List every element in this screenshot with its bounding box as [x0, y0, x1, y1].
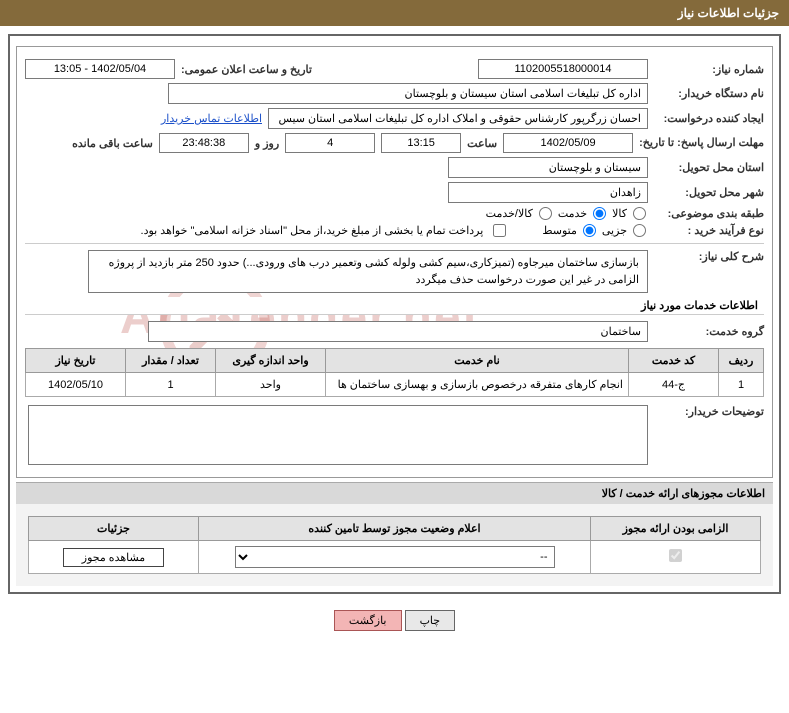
- license-status-cell: --: [199, 541, 591, 574]
- cell-unit: واحد: [216, 373, 326, 397]
- th-qty: تعداد / مقدار: [126, 349, 216, 373]
- service-group-label: گروه خدمت:: [654, 325, 764, 338]
- table-row: 1 ج-44 انجام کارهای متفرقه درخصوص بازساز…: [26, 373, 764, 397]
- need-desc-value: بازسازی ساختمان میرجاوه (تمیزکاری،سیم کش…: [88, 250, 648, 293]
- cell-name: انجام کارهای متفرقه درخصوص بازسازی و بهس…: [326, 373, 629, 397]
- category-goods-label: کالا: [612, 207, 627, 220]
- days-value: 4: [285, 133, 375, 153]
- th-details: جزئیات: [29, 517, 199, 541]
- th-mandatory: الزامی بودن ارائه مجوز: [591, 517, 761, 541]
- license-section-body: الزامی بودن ارائه مجوز اعلام وضعیت مجوز …: [16, 504, 773, 586]
- license-section-title: اطلاعات مجوزهای ارائه خدمت / کالا: [602, 488, 765, 500]
- need-desc-label: شرح کلی نیاز:: [654, 250, 764, 263]
- announce-label: تاریخ و ساعت اعلان عمومی:: [181, 63, 312, 76]
- city-label: شهر محل تحویل:: [654, 186, 764, 199]
- license-table: الزامی بودن ارائه مجوز اعلام وضعیت مجوز …: [28, 516, 761, 574]
- category-service-radio[interactable]: [593, 207, 606, 220]
- buyer-notes-label: توضیحات خریدار:: [654, 405, 764, 418]
- row-need-desc: شرح کلی نیاز: بازسازی ساختمان میرجاوه (ت…: [25, 250, 764, 293]
- row-need-number: شماره نیاز: 1102005518000014 تاریخ و ساع…: [25, 59, 764, 79]
- requester-label: ایجاد کننده درخواست:: [654, 112, 764, 125]
- row-deadline: مهلت ارسال پاسخ: تا تاریخ: 1402/05/09 سا…: [25, 133, 764, 153]
- need-number-label: شماره نیاز:: [654, 63, 764, 76]
- payment-note: پرداخت تمام یا بخشی از مبلغ خرید،از محل …: [141, 224, 484, 237]
- page-title: جزئیات اطلاعات نیاز: [678, 6, 779, 20]
- license-mandatory-cell: [591, 541, 761, 574]
- deadline-date: 1402/05/09: [503, 133, 633, 153]
- info-section: شماره نیاز: 1102005518000014 تاریخ و ساع…: [16, 46, 773, 478]
- license-status-select[interactable]: --: [235, 546, 555, 568]
- service-info-title: اطلاعات خدمات مورد نیاز: [25, 297, 764, 315]
- return-button[interactable]: بازگشت: [334, 610, 402, 631]
- need-number-value: 1102005518000014: [478, 59, 648, 79]
- category-goods-service-label: کالا/خدمت: [486, 207, 533, 220]
- row-category: طبقه بندی موضوعی: کالا خدمت کالا/خدمت: [25, 207, 764, 220]
- remaining-label: ساعت باقی مانده: [72, 137, 153, 150]
- row-requester: ایجاد کننده درخواست: احسان زرگرپور کارشن…: [25, 108, 764, 129]
- countdown-value: 23:48:38: [159, 133, 249, 153]
- th-unit: واحد اندازه گیری: [216, 349, 326, 373]
- deadline-time: 13:15: [381, 133, 461, 153]
- buyer-contact-link[interactable]: اطلاعات تماس خریدار: [161, 112, 262, 125]
- announce-value: 1402/05/04 - 13:05: [25, 59, 175, 79]
- th-status: اعلام وضعیت مجوز توسط تامین کننده: [199, 517, 591, 541]
- purchase-partial-label: جزیی: [602, 224, 627, 237]
- cell-idx: 1: [719, 373, 764, 397]
- row-buyer-org: نام دستگاه خریدار: اداره کل تبلیغات اسلا…: [25, 83, 764, 104]
- category-radio-group: کالا خدمت کالا/خدمت: [486, 207, 648, 220]
- province-label: استان محل تحویل:: [654, 161, 764, 174]
- license-header-row: الزامی بودن ارائه مجوز اعلام وضعیت مجوز …: [29, 517, 761, 541]
- license-row: -- مشاهده مجوز: [29, 541, 761, 574]
- row-purchase-type: نوع فرآیند خرید : جزیی متوسط پرداخت تمام…: [25, 224, 764, 237]
- cell-qty: 1: [126, 373, 216, 397]
- buyer-org-value: اداره کل تبلیغات اسلامی استان سیستان و ب…: [168, 83, 648, 104]
- view-license-button[interactable]: مشاهده مجوز: [63, 548, 164, 567]
- province-value: سیستان و بلوچستان: [448, 157, 648, 178]
- category-service-label: خدمت: [558, 207, 587, 220]
- table-header-row: ردیف کد خدمت نام خدمت واحد اندازه گیری ت…: [26, 349, 764, 373]
- main-frame: AriaTender.net شماره نیاز: 1102005518000…: [8, 34, 781, 594]
- license-details-cell: مشاهده مجوز: [29, 541, 199, 574]
- purchase-type-radio-group: جزیی متوسط: [542, 224, 648, 237]
- days-label: روز و: [255, 137, 279, 150]
- purchase-medium-label: متوسط: [542, 224, 577, 237]
- category-goods-service-radio[interactable]: [539, 207, 552, 220]
- service-group-value: ساختمان: [148, 321, 648, 342]
- purchase-partial-radio[interactable]: [633, 224, 646, 237]
- th-row: ردیف: [719, 349, 764, 373]
- license-mandatory-checkbox: [669, 549, 682, 562]
- print-button[interactable]: چاپ: [405, 610, 456, 631]
- cell-code: ج-44: [629, 373, 719, 397]
- purchase-type-label: نوع فرآیند خرید :: [654, 224, 764, 237]
- deadline-label: مهلت ارسال پاسخ: تا تاریخ:: [639, 136, 764, 150]
- requester-value: احسان زرگرپور کارشناس حقوقی و املاک ادار…: [268, 108, 648, 129]
- row-city: شهر محل تحویل: زاهدان: [25, 182, 764, 203]
- bottom-button-bar: چاپ بازگشت: [0, 602, 789, 639]
- category-goods-radio[interactable]: [633, 207, 646, 220]
- services-table: ردیف کد خدمت نام خدمت واحد اندازه گیری ت…: [25, 348, 764, 397]
- time-label: ساعت: [467, 137, 497, 150]
- row-service-group: گروه خدمت: ساختمان: [25, 321, 764, 342]
- payment-checkbox[interactable]: [493, 224, 506, 237]
- th-code: کد خدمت: [629, 349, 719, 373]
- row-province: استان محل تحویل: سیستان و بلوچستان: [25, 157, 764, 178]
- license-section-header: اطلاعات مجوزهای ارائه خدمت / کالا: [16, 482, 773, 504]
- cell-date: 1402/05/10: [26, 373, 126, 397]
- city-value: زاهدان: [448, 182, 648, 203]
- category-label: طبقه بندی موضوعی:: [654, 207, 764, 220]
- buyer-notes-box: [28, 405, 648, 465]
- page-header: جزئیات اطلاعات نیاز: [0, 0, 789, 26]
- th-date: تاریخ نیاز: [26, 349, 126, 373]
- row-buyer-notes: توضیحات خریدار:: [25, 405, 764, 465]
- purchase-medium-radio[interactable]: [583, 224, 596, 237]
- buyer-org-label: نام دستگاه خریدار:: [654, 87, 764, 100]
- th-name: نام خدمت: [326, 349, 629, 373]
